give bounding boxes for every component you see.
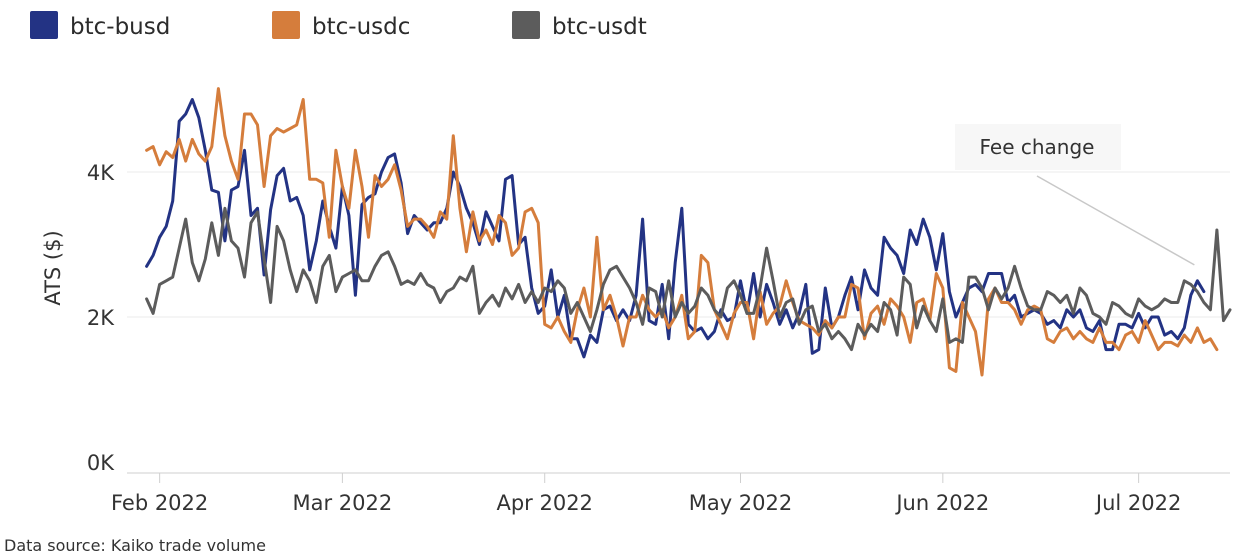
legend-label-btc-usdc[interactable]: btc-usdc <box>312 14 410 40</box>
x-tick-label: Apr 2022 <box>496 491 592 515</box>
annotation-connector <box>1036 175 1195 266</box>
y-tick-label: 2K <box>87 306 115 330</box>
x-tick-label: Jul 2022 <box>1094 491 1181 515</box>
legend-swatch-btc-usdc[interactable] <box>272 11 300 39</box>
annotation-box <box>955 124 1121 170</box>
annotations: Fee change <box>955 124 1195 266</box>
legend-swatch-btc-busd[interactable] <box>30 11 58 39</box>
legend-label-btc-usdt[interactable]: btc-usdt <box>552 14 647 40</box>
series-line-btc-usdt[interactable] <box>145 206 1232 352</box>
y-tick-label: 4K <box>87 161 115 185</box>
x-tick-label: Feb 2022 <box>111 491 208 515</box>
x-axis: Feb 2022 Mar 2022 Apr 2022 May 2022 Jun 2022… <box>111 472 1230 515</box>
data-source-note: Data source: Kaiko trade volume <box>4 536 266 555</box>
y-axis-title: ATS ($) <box>41 230 65 305</box>
x-tick-label: May 2022 <box>689 491 793 515</box>
x-tick-label: Mar 2022 <box>293 491 393 515</box>
x-tick-label: Jun 2022 <box>894 491 989 515</box>
series-lines <box>145 87 1232 377</box>
gridlines <box>127 171 1230 318</box>
legend-swatch-btc-usdt[interactable] <box>512 11 540 39</box>
legend-label-btc-busd[interactable]: btc-busd <box>70 14 170 40</box>
annotation-label: Fee change <box>980 135 1095 159</box>
y-tick-label: 0K <box>87 451 115 475</box>
y-axis: 0K 2K 4K <box>87 161 115 475</box>
legend: btc-busd btc-usdc btc-usdt <box>30 11 647 40</box>
